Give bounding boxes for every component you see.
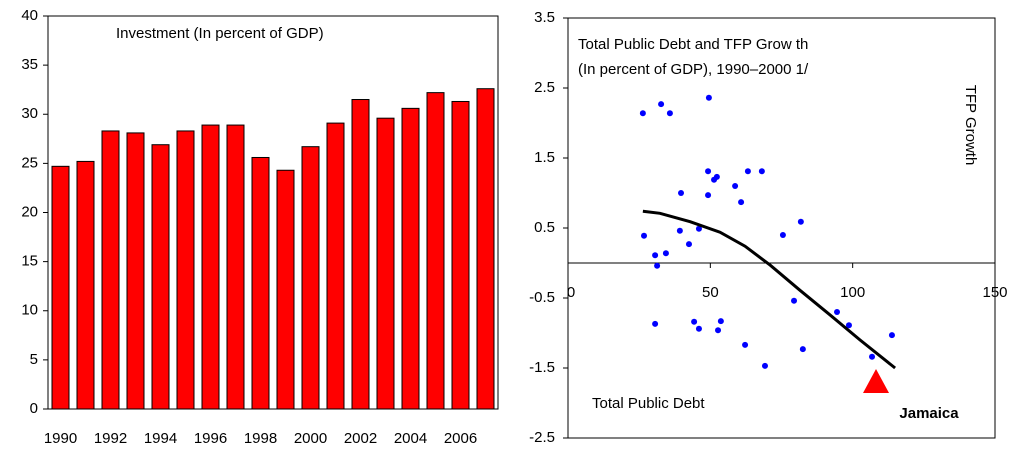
bar [276,169,295,410]
scatter-point [732,183,739,189]
scatter-point [666,110,673,117]
scatter-point [888,332,895,339]
x-tick-label: 150 [982,284,1007,301]
scatter-point [658,101,665,108]
scatter-point [678,190,685,196]
chart-title: Total Public Debt and TFP Grow th [578,36,808,53]
scatter-point [705,94,712,101]
x-axis-label: Total Public Debt [592,395,705,412]
y-tick-label: -2.5 [529,429,555,446]
y-tick-label: 10 [21,302,38,319]
x-tick-label: 2004 [394,430,427,447]
y-tick-label: 15 [21,253,38,270]
x-tick-label: 1998 [244,430,277,447]
x-tick-label: 0 [567,284,575,301]
bar [101,130,120,410]
scatter-point [695,325,702,332]
y-tick-label: 1.5 [534,149,555,166]
bar [476,88,495,410]
scatter-point [742,341,749,348]
y-tick-label: 3.5 [534,9,555,26]
bar [426,92,445,410]
bar [451,100,470,410]
scatter-point [654,262,661,269]
bar [51,165,70,410]
bar [301,146,320,410]
x-tick-label: 2006 [444,430,477,447]
bar [351,99,370,410]
highlight-marker [863,369,890,393]
plot-frame [567,17,996,439]
y-tick-label: 20 [21,203,38,220]
scatter-point [676,227,683,234]
scatter-point [705,168,712,175]
marker-label: Jamaica [899,405,959,422]
y-tick-label: 35 [21,56,38,73]
bar [176,130,195,410]
scatter-point [799,346,806,353]
y-tick-label: -1.5 [529,359,555,376]
chart-title: Investment (In percent of GDP) [116,25,324,42]
x-tick-label: 50 [702,284,719,301]
y-axis-label: TFP Growth [962,85,979,166]
bar [376,117,395,410]
x-tick-label: 1992 [94,430,127,447]
scatter-point [791,297,798,304]
scatter-point [652,320,659,327]
bar [251,156,270,410]
x-tick-label: 1996 [194,430,227,447]
chart-subtitle: (In percent of GDP), 1990–2000 1/ [578,61,809,78]
bar [76,160,95,410]
y-tick-label: 0.5 [534,219,555,236]
scatter-point [758,168,765,175]
scatter-point [869,353,876,360]
x-tick-label: 2002 [344,430,377,447]
scatter-point [717,318,724,325]
scatter-point [845,322,852,329]
y-tick-label: 30 [21,105,38,122]
y-tick-label: 5 [30,351,38,368]
y-tick-label: 0 [30,400,38,417]
scatter-point [797,218,804,225]
y-tick-label: 25 [21,154,38,171]
x-tick-label: 100 [840,284,865,301]
bar [401,107,420,410]
trend-line [642,209,897,370]
scatter-point [662,250,669,257]
scatter-point [744,168,751,175]
bar [326,122,345,410]
x-tick-label: 1990 [44,430,77,447]
scatter-point [834,309,841,315]
scatter-point [705,192,712,199]
scatter-point [639,110,646,117]
x-tick-label: 1994 [144,430,177,447]
scatter-point [641,232,648,239]
scatter-point [652,252,659,259]
scatter-point [713,173,720,180]
x-tick-label: 2000 [294,430,327,447]
y-tick-label: 40 [21,7,38,24]
bar [226,124,245,410]
scatter-point [738,199,745,206]
y-tick-label: 2.5 [534,79,555,96]
y-tick-label: -0.5 [529,289,555,306]
scatter-point [685,241,692,248]
bar [126,132,145,410]
scatter-point [695,225,702,232]
scatter-point [691,318,698,325]
scatter-point [715,327,722,334]
scatter-point [779,232,786,238]
scatter-point [761,362,768,369]
bar [201,124,220,410]
bar [151,144,170,410]
